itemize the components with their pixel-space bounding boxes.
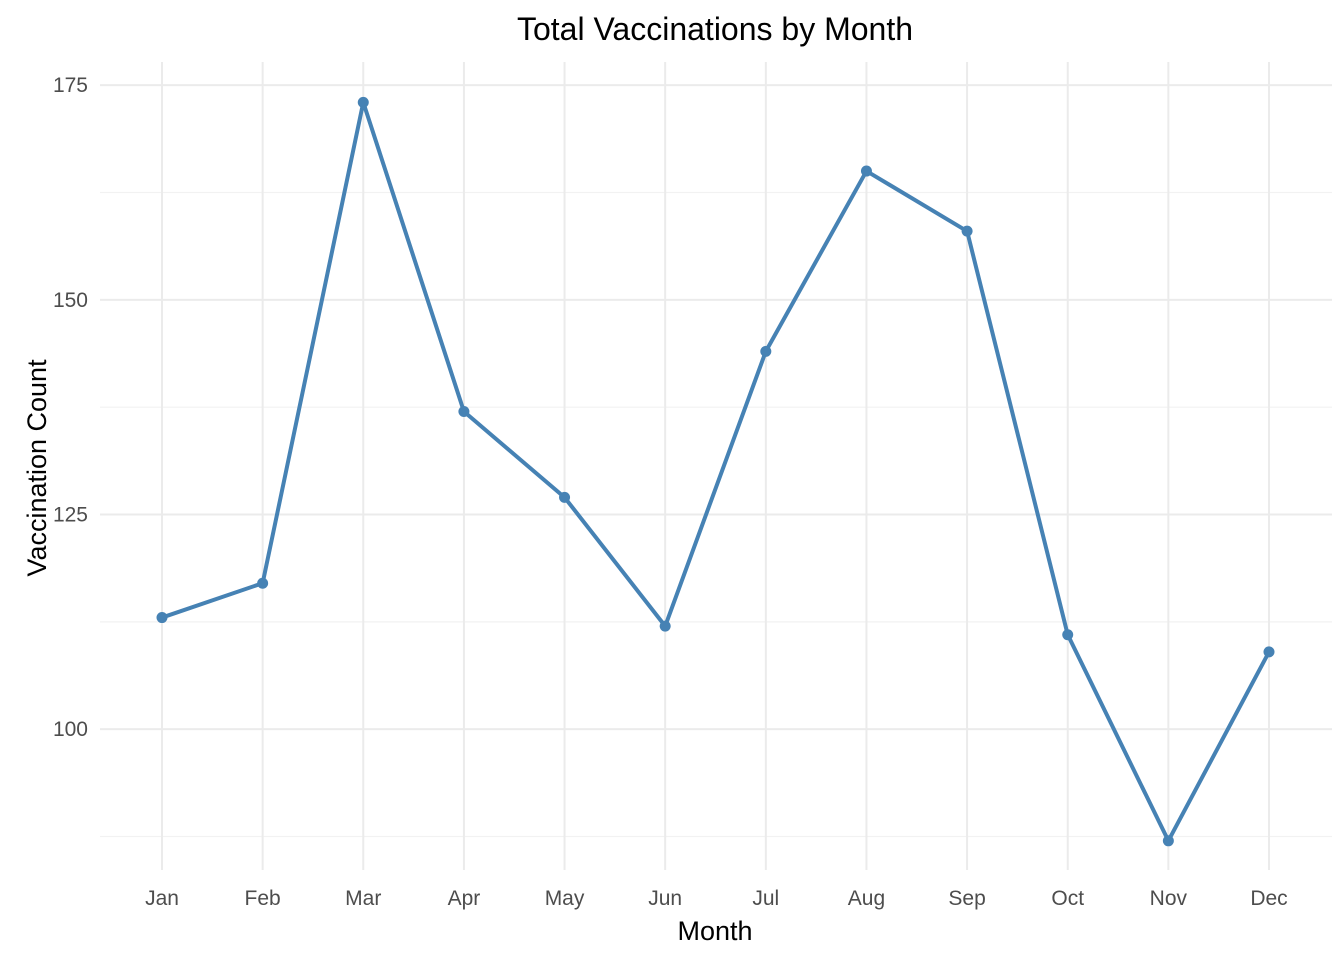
x-tick-label: Oct: [1051, 887, 1084, 910]
data-point: [257, 577, 269, 589]
y-axis-ticks: 100 125 150 175: [53, 74, 88, 741]
data-point: [559, 491, 571, 503]
y-axis-title: Vaccination Count: [22, 359, 52, 577]
x-tick-label: May: [545, 887, 585, 910]
data-point: [156, 612, 168, 624]
x-axis-ticks: Jan Feb Mar Apr May Jun Jul Aug Sep Oct Nov Dec: [145, 887, 1288, 910]
data-point: [760, 345, 772, 357]
x-tick-label: Feb: [245, 887, 281, 910]
data-point: [458, 405, 470, 417]
x-tick-label: Apr: [448, 887, 481, 910]
data-point: [860, 165, 872, 177]
y-tick-label: 100: [53, 718, 88, 741]
y-tick-label: 125: [53, 504, 88, 527]
x-tick-label: Dec: [1250, 887, 1287, 910]
x-tick-label: Sep: [948, 887, 985, 910]
data-point: [1062, 629, 1074, 641]
x-axis-title: Month: [677, 916, 752, 946]
x-tick-label: Mar: [345, 887, 381, 910]
x-tick-label: Jul: [752, 887, 779, 910]
x-tick-label: Jan: [145, 887, 179, 910]
gridlines: [100, 62, 1332, 870]
series-layer: [156, 96, 1275, 847]
data-point: [659, 620, 671, 632]
data-point: [357, 96, 369, 108]
data-point: [961, 225, 973, 237]
x-tick-label: Nov: [1150, 887, 1188, 910]
x-tick-label: Aug: [848, 887, 885, 910]
y-tick-label: 150: [53, 289, 88, 312]
x-tick-label: Jun: [648, 887, 682, 910]
data-point: [1162, 835, 1174, 847]
series-line: [161, 100, 1271, 843]
y-tick-label: 175: [53, 74, 88, 97]
chart-title: Total Vaccinations by Month: [517, 11, 913, 47]
data-point: [1263, 646, 1275, 658]
